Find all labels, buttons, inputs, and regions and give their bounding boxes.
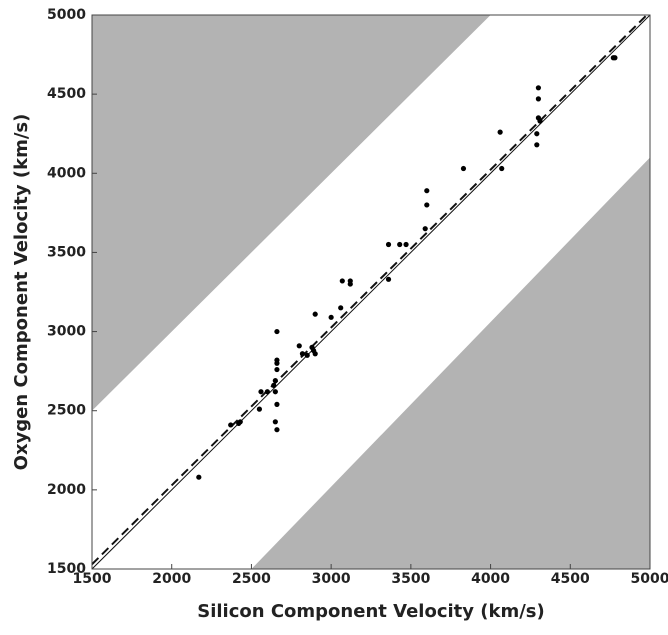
point [535, 85, 542, 91]
point [258, 389, 264, 395]
point [497, 129, 503, 135]
point [328, 314, 334, 320]
x-tick-label: 5000 [631, 571, 668, 587]
point [264, 389, 270, 395]
reference-line [91, 14, 651, 570]
x-tick-label: 2500 [232, 571, 271, 587]
x-tick-label: 1500 [73, 571, 112, 587]
point [338, 305, 344, 311]
point [424, 188, 430, 194]
point [228, 422, 234, 428]
region [251, 157, 650, 569]
point [312, 351, 318, 357]
y-tick-label: 3000 [47, 324, 86, 340]
plot-frame [91, 14, 651, 570]
point [274, 328, 280, 335]
point [385, 241, 392, 248]
point [299, 351, 306, 357]
point [272, 389, 278, 395]
point [274, 427, 280, 433]
point [296, 343, 302, 349]
y-tick-label: 5000 [47, 7, 86, 23]
point [397, 241, 403, 248]
y-tick-label: 4000 [47, 165, 86, 181]
point [304, 352, 310, 358]
point [272, 378, 278, 384]
point [196, 474, 202, 480]
y-tick-label: 2500 [47, 403, 86, 419]
x-tick-label: 4500 [551, 571, 590, 587]
point [403, 241, 409, 248]
point [312, 311, 318, 317]
region [92, 15, 491, 411]
point [535, 96, 542, 102]
point [339, 278, 345, 284]
point [534, 142, 540, 148]
point [534, 131, 540, 137]
point [347, 281, 353, 287]
point [424, 202, 430, 208]
x-tick-label: 3500 [391, 571, 430, 587]
y-tick-label: 4500 [47, 86, 86, 102]
y-tick-label: 2000 [47, 482, 86, 498]
point [271, 382, 277, 388]
point [274, 401, 280, 407]
point [537, 118, 543, 124]
point [612, 55, 618, 61]
point [274, 357, 280, 363]
point [422, 226, 428, 232]
point [385, 276, 392, 282]
reference-line [91, 14, 648, 565]
y-tick-label: 3500 [47, 244, 86, 260]
y-tick-label: 1500 [47, 561, 86, 577]
point [256, 406, 262, 412]
point [499, 165, 505, 172]
point [460, 165, 467, 172]
point [274, 366, 280, 373]
x-axis-label: Silicon Component Velocity (km/s) [197, 601, 544, 622]
x-tick-label: 4000 [471, 571, 510, 587]
point [272, 419, 278, 425]
y-axis-label: Oxygen Component Velocity (km/s) [11, 114, 32, 471]
point [237, 419, 243, 425]
x-tick-label: 3000 [312, 571, 351, 587]
x-tick-label: 2000 [152, 571, 191, 587]
